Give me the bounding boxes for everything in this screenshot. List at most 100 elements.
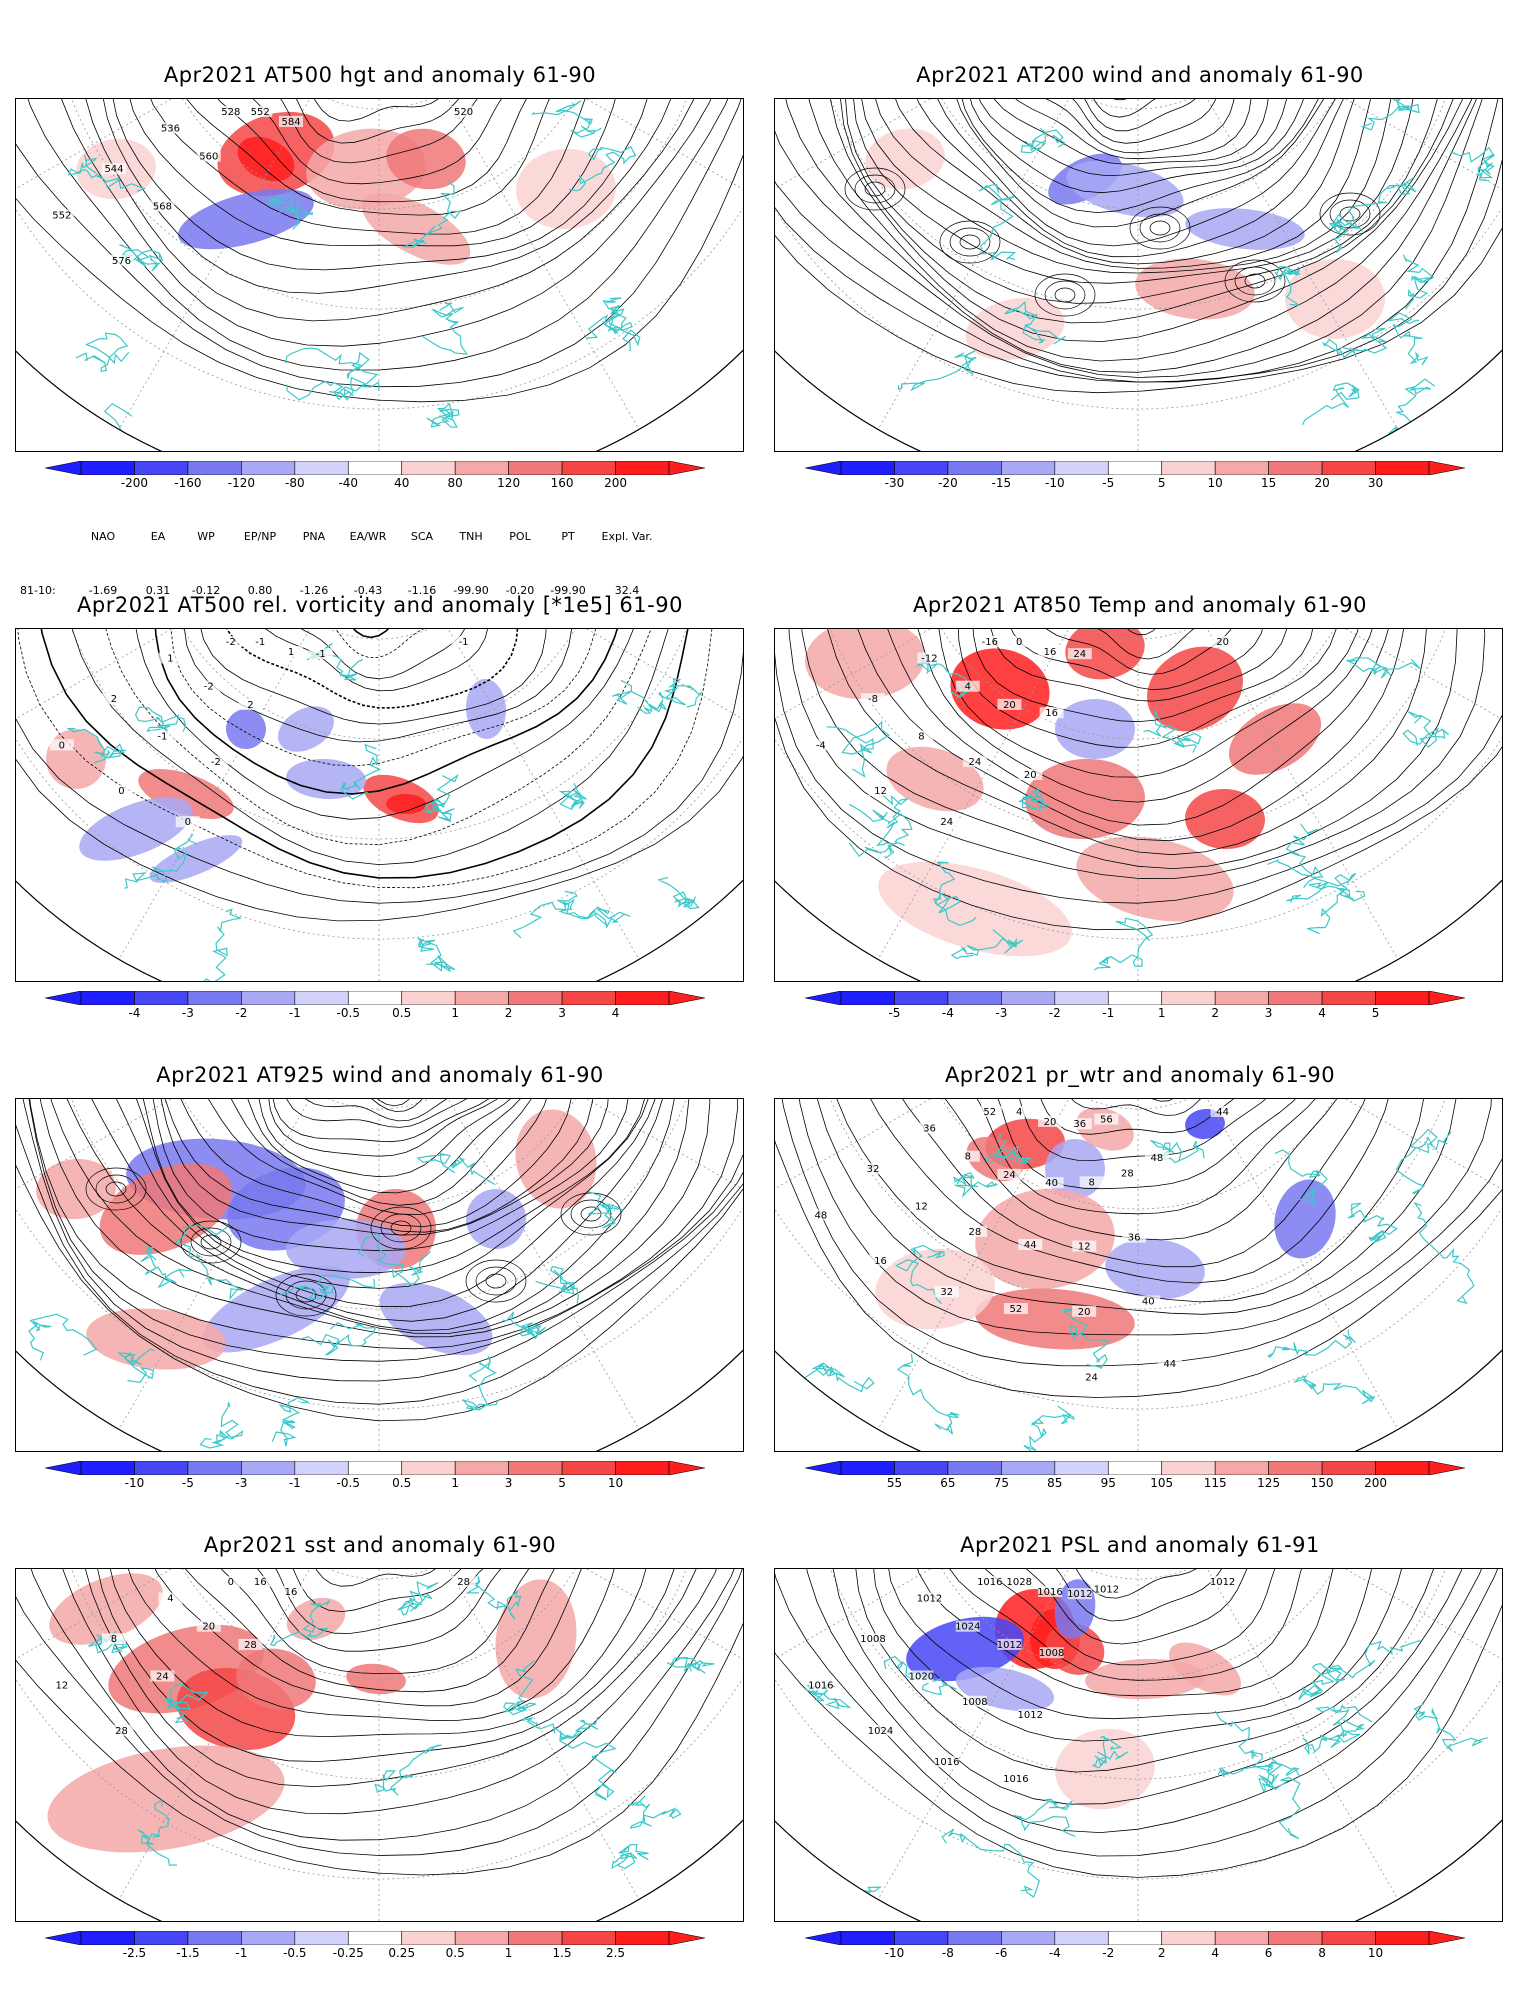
map-svg — [16, 1099, 743, 1451]
colorbar-tick-label: -10 — [884, 1946, 905, 1960]
colorbar-segment — [508, 460, 563, 476]
contour-line — [949, 99, 1351, 228]
coastline — [417, 937, 456, 972]
contour-label: -1 — [316, 649, 326, 660]
coastline — [1267, 823, 1324, 879]
contour-label: 1016 — [1003, 1774, 1028, 1785]
colorbar-tick-label: -15 — [991, 476, 1012, 490]
contour-label: 4 — [965, 682, 971, 693]
colorbar-segment — [508, 1460, 563, 1476]
colorbar-tick-label: 15 — [1260, 476, 1277, 490]
colorbar-segment — [80, 1460, 135, 1476]
index-value: -1.69 — [88, 584, 118, 597]
colorbar-segment — [561, 460, 616, 476]
contour-label: 20 — [1024, 770, 1037, 781]
colorbar-segment — [80, 990, 135, 1006]
colorbar-segment — [1107, 990, 1163, 1006]
contour-line — [16, 1569, 743, 1876]
colorbar-svg — [804, 1460, 1466, 1476]
anomaly-area — [36, 1158, 116, 1220]
coastline — [1324, 1639, 1421, 1682]
index-name: PNA — [302, 530, 326, 543]
colorbar-arrow-right — [1428, 1930, 1466, 1946]
index-name: PT — [561, 530, 575, 543]
contour-line — [142, 99, 596, 235]
contour-line — [16, 1569, 743, 1856]
anomaly-area — [278, 706, 334, 752]
contour-line — [1076, 629, 1196, 636]
contour-line — [983, 99, 1278, 165]
colorbar-tick-label: 0.5 — [445, 1946, 465, 1960]
anomaly-area — [1185, 208, 1305, 250]
contour-label: 52 — [1010, 1304, 1023, 1315]
anomaly-area — [99, 1163, 233, 1255]
colorbar-tick-label: 2 — [1157, 1946, 1166, 1960]
colorbar-segment — [1054, 990, 1109, 1006]
anomaly-area — [906, 1616, 1024, 1682]
colorbar-tick-label: 0.5 — [392, 1476, 412, 1490]
contour-label: -1 — [255, 637, 265, 648]
contour-line — [220, 99, 542, 185]
contour-line — [974, 99, 1297, 177]
contour-label: 28 — [115, 1726, 128, 1737]
panel-psl: Apr2021 PSL and anomaly 61-91 1012 1016 10… — [760, 1525, 1520, 1965]
contour-line — [152, 629, 632, 795]
contour-line — [798, 1569, 1501, 1834]
index-name: EA — [150, 530, 166, 543]
colorbar-svg — [44, 1930, 706, 1946]
coastline — [1395, 1128, 1452, 1195]
contour-line — [870, 99, 1386, 269]
contour-line — [975, 1099, 1318, 1190]
contour-line — [795, 1099, 1493, 1336]
colorbar-segment — [347, 1930, 403, 1946]
contour-line — [775, 1099, 1502, 1398]
coastline — [978, 184, 1017, 261]
coastline — [984, 1133, 1032, 1164]
colorbar-tick-label: -10 — [124, 1476, 145, 1490]
colorbar-tick-label: 160 — [550, 476, 574, 490]
map-hemisphere: 4452363248481216202428323640445256812202… — [775, 1099, 1502, 1451]
contour-line — [322, 629, 450, 639]
contours — [775, 1569, 1502, 1878]
contour-label: 0 — [185, 817, 191, 828]
anomaly-area — [237, 136, 295, 182]
contour-line — [304, 1099, 438, 1107]
anomaly-area — [1066, 160, 1184, 218]
contour-line — [115, 1099, 657, 1289]
colorbar-segment — [241, 1930, 296, 1946]
colorbar-segment — [1214, 460, 1269, 476]
coastline — [269, 1599, 331, 1647]
contour-label: 44 — [1216, 1107, 1229, 1118]
colorbar-tick-label: -160 — [174, 476, 202, 490]
contour-line — [155, 1099, 594, 1233]
coastline — [397, 1581, 439, 1616]
contour-label: 4 — [167, 1594, 173, 1605]
index-name: EA/WR — [349, 530, 387, 543]
colorbar-ticks: -10 -5 -3 -1 -0.5 0.5 1 3 5 10 — [45, 1476, 705, 1492]
coastline — [1315, 1704, 1373, 1739]
anomaly-area — [1025, 758, 1145, 840]
contour-label: 16 — [1044, 647, 1057, 658]
panel-title: Apr2021 AT500 hgt and anomaly 61-90 — [163, 63, 597, 87]
colorbar-tick-label: -40 — [338, 476, 359, 490]
contour-label: 8 — [918, 731, 924, 742]
colorbar-segment — [1107, 460, 1163, 476]
contour-label: -12 — [921, 654, 937, 665]
contour-line — [926, 629, 1368, 778]
contour-label: 28 — [244, 1640, 257, 1651]
coastline — [66, 728, 127, 764]
map-200wind — [774, 98, 1503, 452]
colorbar-segment — [947, 460, 1002, 476]
contour-label: 8 — [965, 1152, 971, 1163]
colorbar-tick-label: 85 — [1047, 1476, 1063, 1490]
coastline — [897, 350, 977, 392]
colorbar-segment — [454, 1930, 509, 1946]
coastline — [558, 782, 587, 811]
coastline — [530, 100, 602, 138]
panel-sst: Apr2021 sst and anomaly 61-90 28 0 4 8 12 16 2… — [0, 1525, 760, 1965]
colorbar-tick-label: -6 — [995, 1946, 1008, 1960]
colorbar: -5 -4 -3 -2 -1 1 2 3 4 5 — [804, 990, 1466, 1024]
coastline — [503, 1660, 537, 1716]
coastline — [1217, 1763, 1279, 1791]
contour-line — [830, 1569, 1477, 1805]
